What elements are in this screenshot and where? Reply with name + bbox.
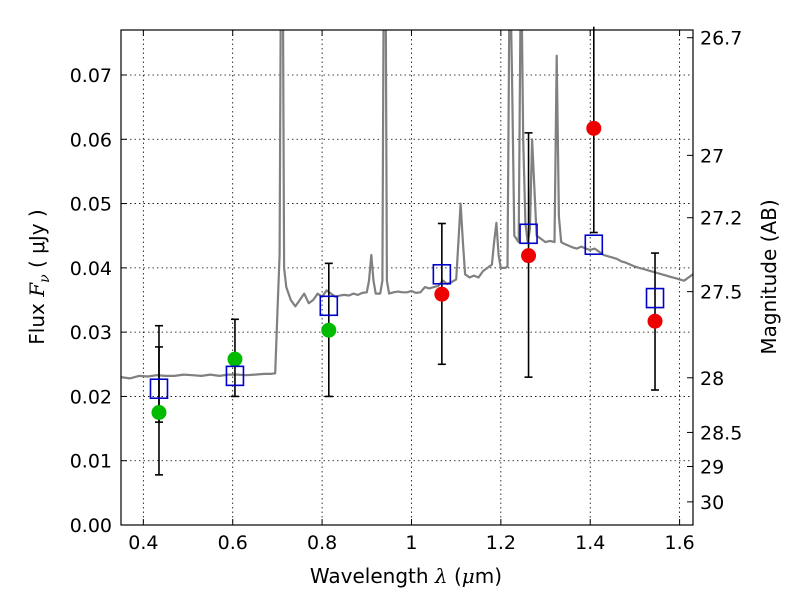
y-tick-label: 0.07 xyxy=(70,65,112,87)
data-point-red-points xyxy=(521,248,537,264)
data-point-green-points xyxy=(151,405,167,420)
x-tick-label: 1.4 xyxy=(575,532,605,554)
y-tick-label: 0.01 xyxy=(70,451,112,473)
data-point-red-points xyxy=(586,120,602,136)
x-tick-label: 1 xyxy=(405,532,417,554)
x-tick-label: 0.4 xyxy=(128,532,158,554)
mag-tick-label: 28 xyxy=(700,368,724,390)
y-tick-label: 0.06 xyxy=(70,129,112,151)
data-point-blue-squares xyxy=(149,378,169,400)
x-tick-label: 1.2 xyxy=(486,532,516,554)
y-tick-label: 0.00 xyxy=(70,515,112,537)
data-point-green-points xyxy=(321,322,337,338)
ticks: 0.4 0.6 0.8 1 1.2 1.4 1.6 0.00 0.01 0.02 0.03 0.04 0… xyxy=(70,28,743,554)
data-point-blue-squares xyxy=(645,287,665,309)
y-axis-title: Flux Fν ( μJy ) xyxy=(25,209,53,344)
model-spectrum-line xyxy=(121,30,693,380)
mag-tick-label: 30 xyxy=(700,492,724,514)
error-bars xyxy=(154,26,660,476)
data-point-green-points xyxy=(227,351,243,367)
x-axis-title: Wavelength λ (μm) xyxy=(310,564,502,588)
mag-tick-label: 27.5 xyxy=(700,282,742,304)
grid xyxy=(121,30,693,526)
x-tick-label: 1.6 xyxy=(664,532,694,554)
y-tick-label: 0.03 xyxy=(70,322,112,344)
mag-tick-label: 27.2 xyxy=(700,208,742,230)
x-tick-label: 0.8 xyxy=(307,532,337,554)
y-tick-label: 0.05 xyxy=(70,194,112,216)
data-point-blue-squares xyxy=(584,234,604,256)
y-tick-label: 0.04 xyxy=(70,258,112,280)
model-spectrum-layer xyxy=(121,30,693,380)
data-markers xyxy=(149,120,665,420)
data-point-red-points xyxy=(647,313,663,329)
mag-tick-label: 26.7 xyxy=(700,28,742,50)
x-tick-label: 0.6 xyxy=(218,532,248,554)
y2-axis-title: Magnitude (AB) xyxy=(757,199,781,354)
data-point-red-points xyxy=(434,286,450,302)
data-point-blue-squares xyxy=(432,263,452,285)
data-point-blue-squares xyxy=(519,223,538,245)
y-tick-label: 0.02 xyxy=(70,386,112,408)
data-point-blue-squares xyxy=(225,365,245,387)
data-point-blue-squares xyxy=(319,295,339,317)
mag-tick-label: 27 xyxy=(700,145,724,167)
mag-tick-label: 28.5 xyxy=(700,422,742,444)
plot-frame xyxy=(120,29,694,526)
mag-tick-label: 29 xyxy=(700,457,724,479)
